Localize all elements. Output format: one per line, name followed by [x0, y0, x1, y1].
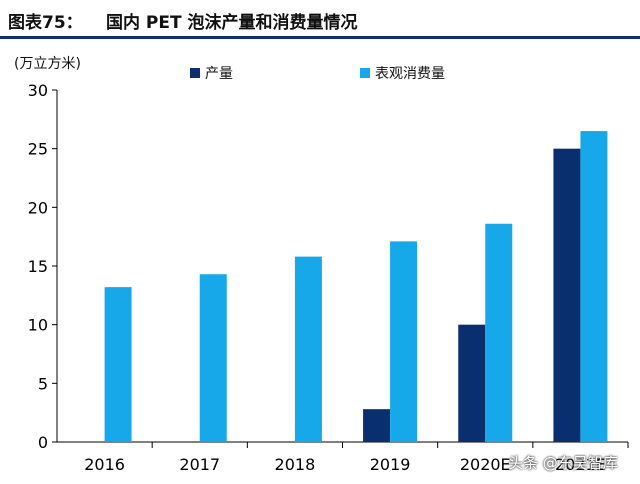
y-tick-label: 15: [28, 257, 48, 276]
bar-production-2021E: [553, 148, 581, 442]
figure-label: 图表75：: [8, 13, 83, 33]
legend-swatch-2: [360, 68, 370, 78]
bar-consumption-2016: [104, 287, 132, 442]
bar-consumption-2017: [199, 274, 227, 442]
x-tick-label: 2016: [84, 455, 125, 474]
y-tick-label: 5: [38, 374, 48, 393]
figure-title: 国内 PET 泡沫产量和消费量情况: [106, 13, 358, 33]
x-tick-label: 2020E: [460, 455, 511, 474]
watermark: 头条 @东吴智库: [508, 454, 618, 472]
x-tick-label: 2019: [370, 455, 411, 474]
bar-production-2019: [363, 409, 391, 442]
bar-consumption-2020E: [485, 223, 513, 442]
title-underline: [0, 36, 640, 39]
bar-consumption-2021E: [580, 131, 608, 443]
legend-label-1: 产量: [205, 66, 233, 82]
bar-consumption-2019: [390, 241, 418, 442]
bar-chart: (万立方米) 产量 表观消费量 0 5 10 15 20 25 30 2016 2017 2018 201…: [14, 56, 629, 474]
x-tick-label: 2021E: [555, 455, 606, 474]
y-tick-label: 25: [28, 140, 48, 159]
y-tick-label: 0: [38, 433, 48, 452]
bar-production-2020E: [458, 324, 486, 442]
unit-label: (万立方米): [14, 56, 81, 72]
x-tick-label: 2017: [179, 455, 220, 474]
title-bar: 图表75： 国内 PET 泡沫产量和消费量情况: [0, 0, 640, 40]
y-tick-label: 30: [28, 81, 48, 100]
y-tick-label: 20: [28, 198, 48, 217]
bar-consumption-2018: [294, 256, 322, 442]
legend-label-2: 表观消费量: [375, 66, 445, 82]
x-tick-label: 2018: [275, 455, 316, 474]
y-tick-label: 10: [28, 316, 48, 335]
legend-swatch-1: [190, 68, 200, 78]
